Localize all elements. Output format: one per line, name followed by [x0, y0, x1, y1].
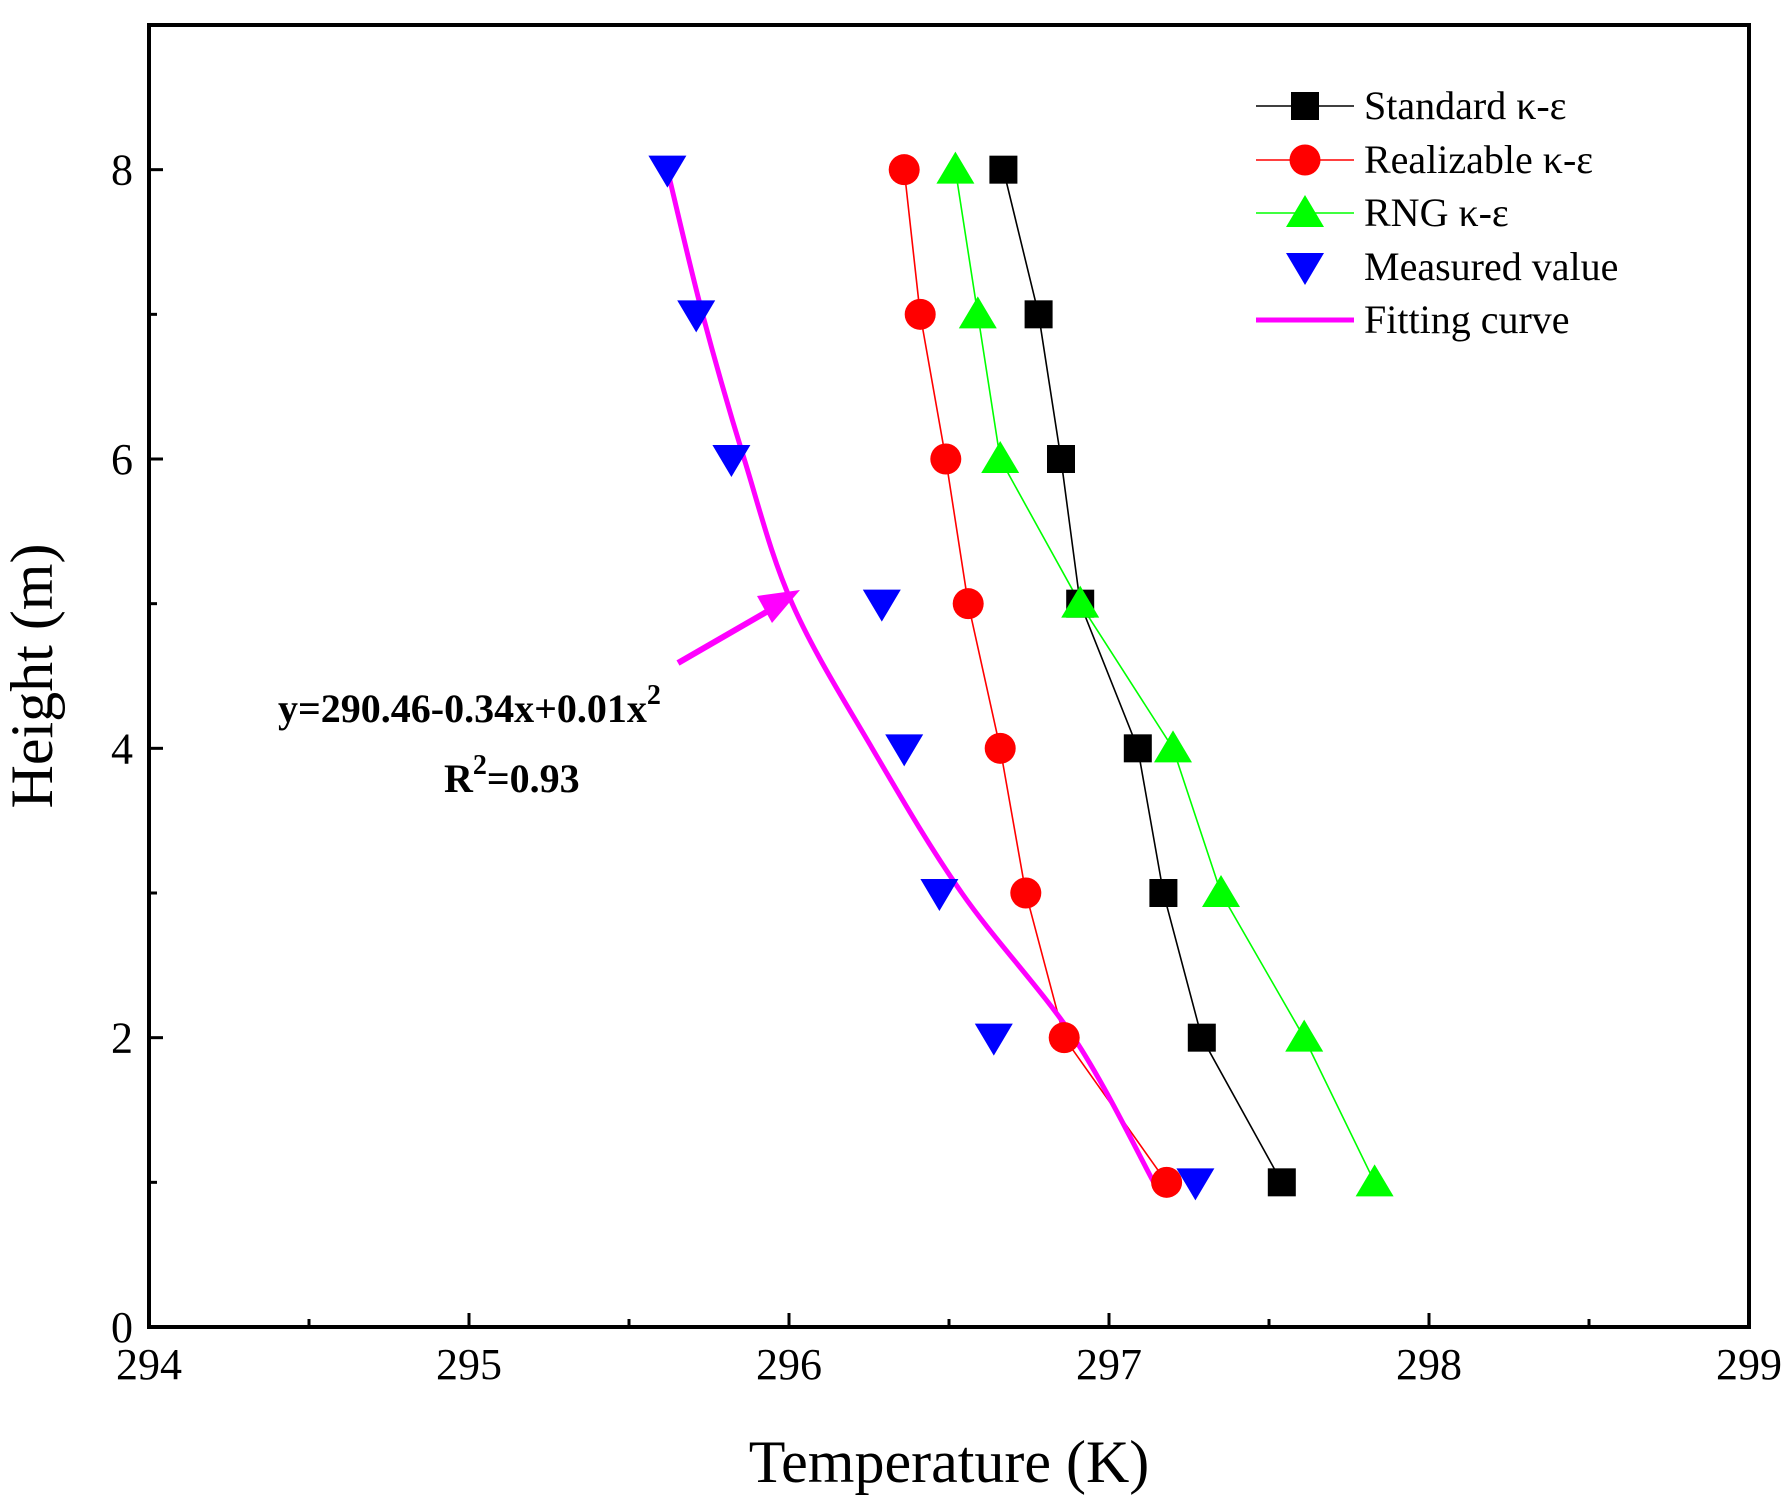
legend-marker	[1289, 144, 1321, 176]
data-point-rng	[981, 441, 1020, 473]
legend-item-fitting-curve: Fitting curve	[1256, 297, 1570, 342]
fit-arrow-shaft	[676, 604, 777, 666]
x-axis: 294 295 296 297 298 299	[116, 1313, 1782, 1389]
legend-label: Realizable κ-ε	[1364, 137, 1593, 182]
data-point-measured-value	[920, 879, 959, 911]
data-point-measured-value	[648, 155, 687, 188]
data-point-standard	[1024, 300, 1053, 329]
y-tick-label: 6	[111, 435, 133, 484]
data-point-realizable	[930, 443, 962, 475]
data-point-standard	[1187, 1023, 1216, 1052]
equation-text: y=290.46-0.34x+0.01x	[278, 686, 647, 731]
data-point-realizable	[1010, 877, 1042, 909]
fit-arrow-head	[757, 590, 800, 623]
series-line-rng	[954, 169, 1376, 1183]
data-point-rng	[1285, 1019, 1324, 1052]
data-point-measured-value	[885, 734, 924, 767]
x-tick-label: 298	[1396, 1340, 1462, 1389]
data-point-measured-value	[862, 589, 901, 622]
y-tick-label: 8	[111, 146, 133, 195]
legend-label: Standard κ-ε	[1364, 83, 1566, 128]
legend: Standard κ-ε Realizable κ-ε RNG κ-ε Measure…	[1256, 83, 1618, 342]
data-point-rng	[1061, 585, 1100, 618]
y-axis: 0 2 4 6 8	[111, 146, 163, 1352]
plot-lines	[664, 169, 1376, 1184]
data-point-standard	[1267, 1168, 1296, 1197]
r-squared-value: =0.93	[487, 756, 580, 801]
r-squared-r: R	[444, 756, 474, 801]
series-line-standard	[1002, 169, 1283, 1183]
data-point-rng	[936, 151, 975, 184]
legend-label: Fitting curve	[1364, 297, 1570, 342]
data-point-realizable	[1048, 1022, 1080, 1054]
r-squared-superscript: 2	[473, 750, 487, 781]
equation-annotation: y=290.46-0.34x+0.01x2	[278, 680, 661, 731]
data-point-rng	[1202, 875, 1240, 907]
legend-item-standard: Standard κ-ε	[1256, 83, 1566, 128]
legend-marker	[1286, 253, 1324, 285]
data-point-rng	[958, 296, 997, 329]
data-point-standard	[1047, 445, 1075, 473]
x-tick-label: 296	[756, 1340, 822, 1389]
data-point-measured-value	[712, 445, 751, 477]
r-squared-annotation: R2=0.93	[444, 750, 580, 801]
x-tick-label: 297	[1076, 1340, 1142, 1389]
x-tick-label: 299	[1716, 1340, 1782, 1389]
data-point-standard	[1123, 734, 1152, 763]
fit-arrow	[676, 590, 800, 666]
data-point-realizable	[1151, 1166, 1183, 1198]
data-point-rng	[1355, 1164, 1394, 1197]
data-point-standard	[989, 155, 1018, 184]
y-tick-label: 0	[111, 1303, 133, 1352]
data-point-realizable	[904, 298, 936, 330]
legend-label: RNG κ-ε	[1364, 190, 1509, 235]
data-point-standard	[1149, 879, 1178, 907]
y-tick-label: 2	[111, 1014, 133, 1063]
data-point-measured-value	[1176, 1168, 1215, 1201]
plot-markers	[648, 151, 1394, 1201]
x-tick-label: 295	[436, 1340, 502, 1389]
legend-label: Measured value	[1364, 244, 1618, 289]
y-axis-title: Height (m)	[0, 544, 65, 809]
equation-superscript: 2	[647, 680, 661, 711]
x-tick-label: 294	[116, 1340, 182, 1389]
legend-marker	[1291, 92, 1319, 120]
series-line-fitting-curve	[664, 169, 1156, 1184]
legend-item-measured-value: Measured value	[1286, 244, 1618, 289]
x-axis-title: Temperature (K)	[749, 1429, 1150, 1495]
y-tick-label: 4	[111, 724, 133, 773]
data-point-realizable	[952, 588, 984, 620]
data-point-measured-value	[677, 300, 716, 333]
data-point-realizable	[888, 154, 920, 186]
legend-marker	[1286, 195, 1324, 227]
data-point-rng	[1154, 730, 1192, 763]
legend-item-rng: RNG κ-ε	[1256, 190, 1509, 235]
data-point-realizable	[984, 732, 1016, 764]
data-point-measured-value	[974, 1023, 1013, 1056]
legend-item-realizable: Realizable κ-ε	[1256, 137, 1593, 182]
